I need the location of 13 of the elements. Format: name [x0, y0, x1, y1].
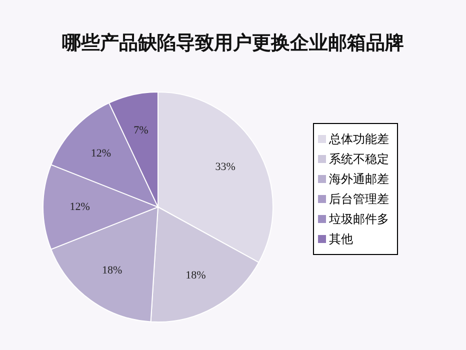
data-label: 12% — [90, 147, 112, 160]
data-label: 18% — [102, 264, 122, 276]
data-label: 18% — [186, 270, 206, 282]
legend-label: 垃圾邮件多 — [329, 211, 389, 228]
legend-label: 后台管理差 — [329, 191, 389, 208]
legend-label: 总体功能差 — [329, 131, 389, 148]
legend-label: 海外通邮差 — [329, 171, 389, 188]
chart-title: 哪些产品缺陷导致用户更换企业邮箱品牌 — [61, 31, 405, 56]
data-label: 7% — [134, 124, 148, 137]
legend-label: 系统不稳定 — [329, 151, 389, 168]
legend-label: 其他 — [329, 231, 353, 248]
data-label: 12% — [70, 201, 90, 213]
data-label: 33% — [215, 161, 236, 174]
